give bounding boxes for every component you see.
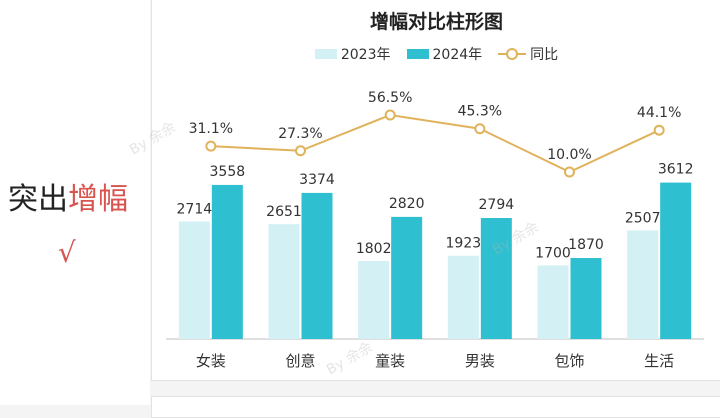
yoy-point-2 (384, 109, 396, 121)
yoy-label-5: 44.1% (637, 105, 681, 121)
x-tick-label-2: 童装 (375, 352, 405, 370)
yoy-line (210, 113, 660, 174)
yoy-label-1: 27.3% (278, 126, 322, 142)
data-label-2023-5: 2507 (625, 210, 661, 226)
yoy-label-4: 10.0% (547, 147, 591, 163)
legend-item-2024: 2024年 (406, 44, 483, 64)
yoy-point-5 (653, 124, 665, 136)
x-tick-label-0: 女装 (196, 352, 226, 370)
data-label-2023-0: 2714 (177, 201, 213, 217)
data-label-2024-5: 3612 (658, 162, 694, 178)
legend-label-2024: 2024年 (432, 47, 483, 63)
chart-legend: 2023年 2024年 同比 (152, 44, 720, 64)
check-mark-icon: √ (58, 236, 76, 269)
legend-label-2023: 2023年 (340, 47, 391, 63)
yoy-point-4 (564, 166, 575, 178)
x-tick-label-3: 男装 (465, 352, 495, 370)
bar-2023-3 (447, 255, 479, 339)
legend-swatch-yoy (498, 48, 527, 60)
bar-2024-1 (301, 192, 333, 339)
x-tick-label-5: 生活 (644, 352, 674, 370)
data-label-2024-3: 2794 (479, 197, 515, 213)
yoy-label-2: 56.5% (368, 90, 412, 106)
legend-item-2023: 2023年 (314, 44, 391, 64)
data-label-2024-2: 2820 (389, 196, 425, 212)
bar-2024-3 (480, 218, 512, 339)
yoy-point-1 (295, 145, 306, 157)
data-label-2023-2: 1802 (356, 241, 392, 257)
data-label-2024-1: 3374 (299, 172, 335, 188)
side-title: 突出增幅 (8, 174, 128, 218)
bar-2024-2 (391, 216, 423, 339)
chart-title: 增幅对比柱形图 (369, 11, 503, 33)
bar-2024-5 (660, 182, 692, 339)
left-panel: 突出增幅 √ (0, 0, 150, 405)
bar-2024-4 (570, 258, 602, 339)
legend-item-yoy: 同比 (498, 44, 558, 64)
data-label-2023-4: 1700 (535, 245, 571, 261)
yoy-point-0 (205, 140, 217, 152)
side-title-highlight: 增幅 (68, 182, 128, 217)
legend-swatch-2023 (314, 49, 337, 59)
x-tick-label-1: 创意 (285, 352, 315, 370)
yoy-label-3: 45.3% (458, 104, 502, 120)
side-title-plain: 突出 (8, 182, 68, 217)
yoy-label-0: 31.1% (189, 121, 233, 137)
bar-2024-0 (211, 184, 243, 339)
yoy-point-3 (474, 123, 486, 135)
chart-plot: 2714 3558 女装 2651 3374 创意 1802 2820 童装 1923 2794 男装… (166, 90, 704, 370)
legend-swatch-2024 (406, 49, 429, 59)
chart-card: 增幅对比柱形图 2023年 2024年 同比 2714 3558 女装 2651 337… (127, 0, 720, 381)
bar-2023-5 (627, 230, 659, 339)
data-label-2023-3: 1923 (446, 236, 482, 252)
bar-2023-1 (268, 224, 300, 339)
bar-2023-0 (178, 221, 210, 339)
bar-2023-2 (358, 260, 390, 339)
bar-2023-4 (537, 265, 569, 339)
next-card-edge (151, 396, 720, 418)
data-label-2023-1: 2651 (266, 204, 302, 220)
data-label-2024-0: 3558 (210, 164, 246, 180)
legend-label-yoy: 同比 (530, 47, 559, 63)
data-label-2024-4: 1870 (568, 237, 604, 253)
x-tick-label-4: 包饰 (554, 352, 584, 370)
